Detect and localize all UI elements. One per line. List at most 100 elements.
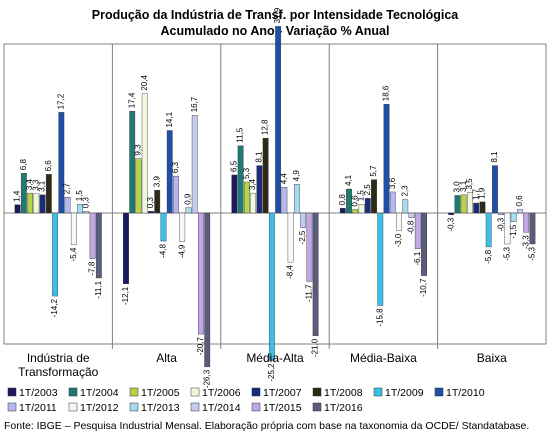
data-label: 3,5 <box>465 178 474 190</box>
bar-1T-2008-1 <box>154 189 161 214</box>
category-label: Indústria de <box>27 351 90 365</box>
data-label: 6,3 <box>171 161 180 173</box>
bar-1T-2011-0 <box>64 197 71 214</box>
data-label: 1,5 <box>357 190 366 202</box>
category-label: Média-Baixa <box>350 351 417 365</box>
data-label: 3,3 <box>31 179 40 191</box>
data-label: 0,6 <box>350 195 359 207</box>
bar-1T-2003-4 <box>448 212 455 215</box>
bar-1T-2016-1 <box>204 212 211 368</box>
legend-label: 1T/2003 <box>19 387 58 399</box>
bar-1T-2003-2 <box>231 174 238 214</box>
data-label: 0,3 <box>81 197 90 209</box>
data-label: 18,6 <box>382 85 391 101</box>
legend-label: 1T/2009 <box>385 387 424 399</box>
data-label: -11,1 <box>94 280 103 298</box>
legend-swatch <box>312 402 322 412</box>
category-label: Alta <box>156 351 177 365</box>
bar-1T-2003-0 <box>14 204 21 214</box>
data-label: -11,7 <box>304 284 313 302</box>
bar-1T-2016-3 <box>421 212 427 276</box>
bar-1T-2016-4 <box>529 212 536 245</box>
legend-label: 1T/2014 <box>202 402 241 414</box>
legend-swatch <box>129 402 139 412</box>
data-label: -15,8 <box>375 308 384 327</box>
bar-1T-2012-4 <box>504 212 511 245</box>
bar-1T-2007-0 <box>39 194 46 214</box>
legend-swatch <box>190 387 200 397</box>
bar-1T-2010-0 <box>58 112 65 214</box>
legend-swatch <box>373 387 383 397</box>
data-label: 8,1 <box>490 151 499 163</box>
bar-1T-2004-0 <box>20 173 27 214</box>
legend-swatch <box>251 387 261 397</box>
data-label: -2,5 <box>298 230 307 244</box>
data-label: 12,8 <box>261 119 270 135</box>
bar-1T-2005-4 <box>460 194 467 214</box>
bar-1T-2016-2 <box>312 212 319 337</box>
bar-1T-2011-2 <box>281 187 288 214</box>
bar-1T-2016-0 <box>95 212 102 279</box>
data-label: -5,3 <box>503 246 512 260</box>
data-label: 3,9 <box>152 176 161 188</box>
bar-1T-2015-3 <box>414 212 421 249</box>
bar-1T-2008-0 <box>45 174 52 214</box>
chart-source: Fonte: IBGE – Pesquisa Industrial Mensal… <box>4 420 530 432</box>
bar-1T-2012-2 <box>287 212 294 263</box>
legend-swatch <box>129 387 139 397</box>
legend-label: 1T/2013 <box>141 402 180 414</box>
legend-swatch <box>68 402 78 412</box>
bar-1T-2005-3 <box>352 209 359 214</box>
data-label: -10,7 <box>419 278 428 297</box>
bar-1T-2004-2 <box>237 145 244 214</box>
data-label: -26,3 <box>202 369 211 388</box>
bar-1T-2010-1 <box>166 130 173 214</box>
legend-label: 1T/2010 <box>446 387 485 399</box>
data-label: 2,5 <box>363 184 372 196</box>
data-label: 17,2 <box>56 93 65 109</box>
bar-1T-2009-0 <box>52 212 58 297</box>
category-label: Transformação <box>18 365 99 379</box>
data-label: 3,1 <box>459 180 468 192</box>
legend-label: 1T/2012 <box>80 402 119 414</box>
bar-1T-2005-2 <box>243 181 250 214</box>
bar-1T-2009-3 <box>377 212 384 306</box>
legend-label: 1T/2016 <box>324 402 363 414</box>
data-label: -4,8 <box>159 244 168 258</box>
data-label: 6,5 <box>229 160 238 172</box>
bar-1T-2011-4 <box>498 212 505 215</box>
data-label: 1,5 <box>75 190 84 202</box>
data-label: 5,3 <box>242 167 251 179</box>
bar-1T-2014-3 <box>408 212 415 218</box>
legend-label: 1T/2007 <box>263 387 302 399</box>
data-label: 31,9 <box>273 7 282 23</box>
bar-1T-2013-1 <box>185 207 192 214</box>
bar-1T-2008-4 <box>479 201 486 214</box>
data-label: -5,8 <box>484 249 493 263</box>
legend-label: 1T/2004 <box>80 387 119 399</box>
bar-1T-2006-3 <box>358 204 365 214</box>
data-label: 3,0 <box>453 181 462 193</box>
bar-1T-2007-1 <box>148 211 154 214</box>
bar-1T-2004-3 <box>346 188 352 214</box>
legend-swatch <box>68 387 78 397</box>
data-label: -6,1 <box>413 251 422 265</box>
bar-1T-2006-0 <box>33 193 40 214</box>
data-label: 6,8 <box>19 159 28 171</box>
data-label: -20,7 <box>196 337 205 356</box>
data-label: 0,3 <box>146 197 155 209</box>
legend-swatch <box>312 387 322 397</box>
legend-label: 1T/2011 <box>19 402 57 414</box>
bar-1T-2006-4 <box>467 192 473 214</box>
data-label: 11,5 <box>236 127 245 143</box>
data-label: 4,4 <box>279 173 288 185</box>
bar-1T-2007-3 <box>364 198 371 214</box>
bar-1T-2015-0 <box>89 212 96 259</box>
data-label: 1,4 <box>13 190 22 202</box>
bar-1T-2007-4 <box>473 202 480 214</box>
bar-1T-2008-3 <box>371 179 377 214</box>
legend-label: 1T/2008 <box>324 387 363 399</box>
data-label: 8,1 <box>254 151 263 163</box>
bar-1T-2011-1 <box>173 175 179 214</box>
